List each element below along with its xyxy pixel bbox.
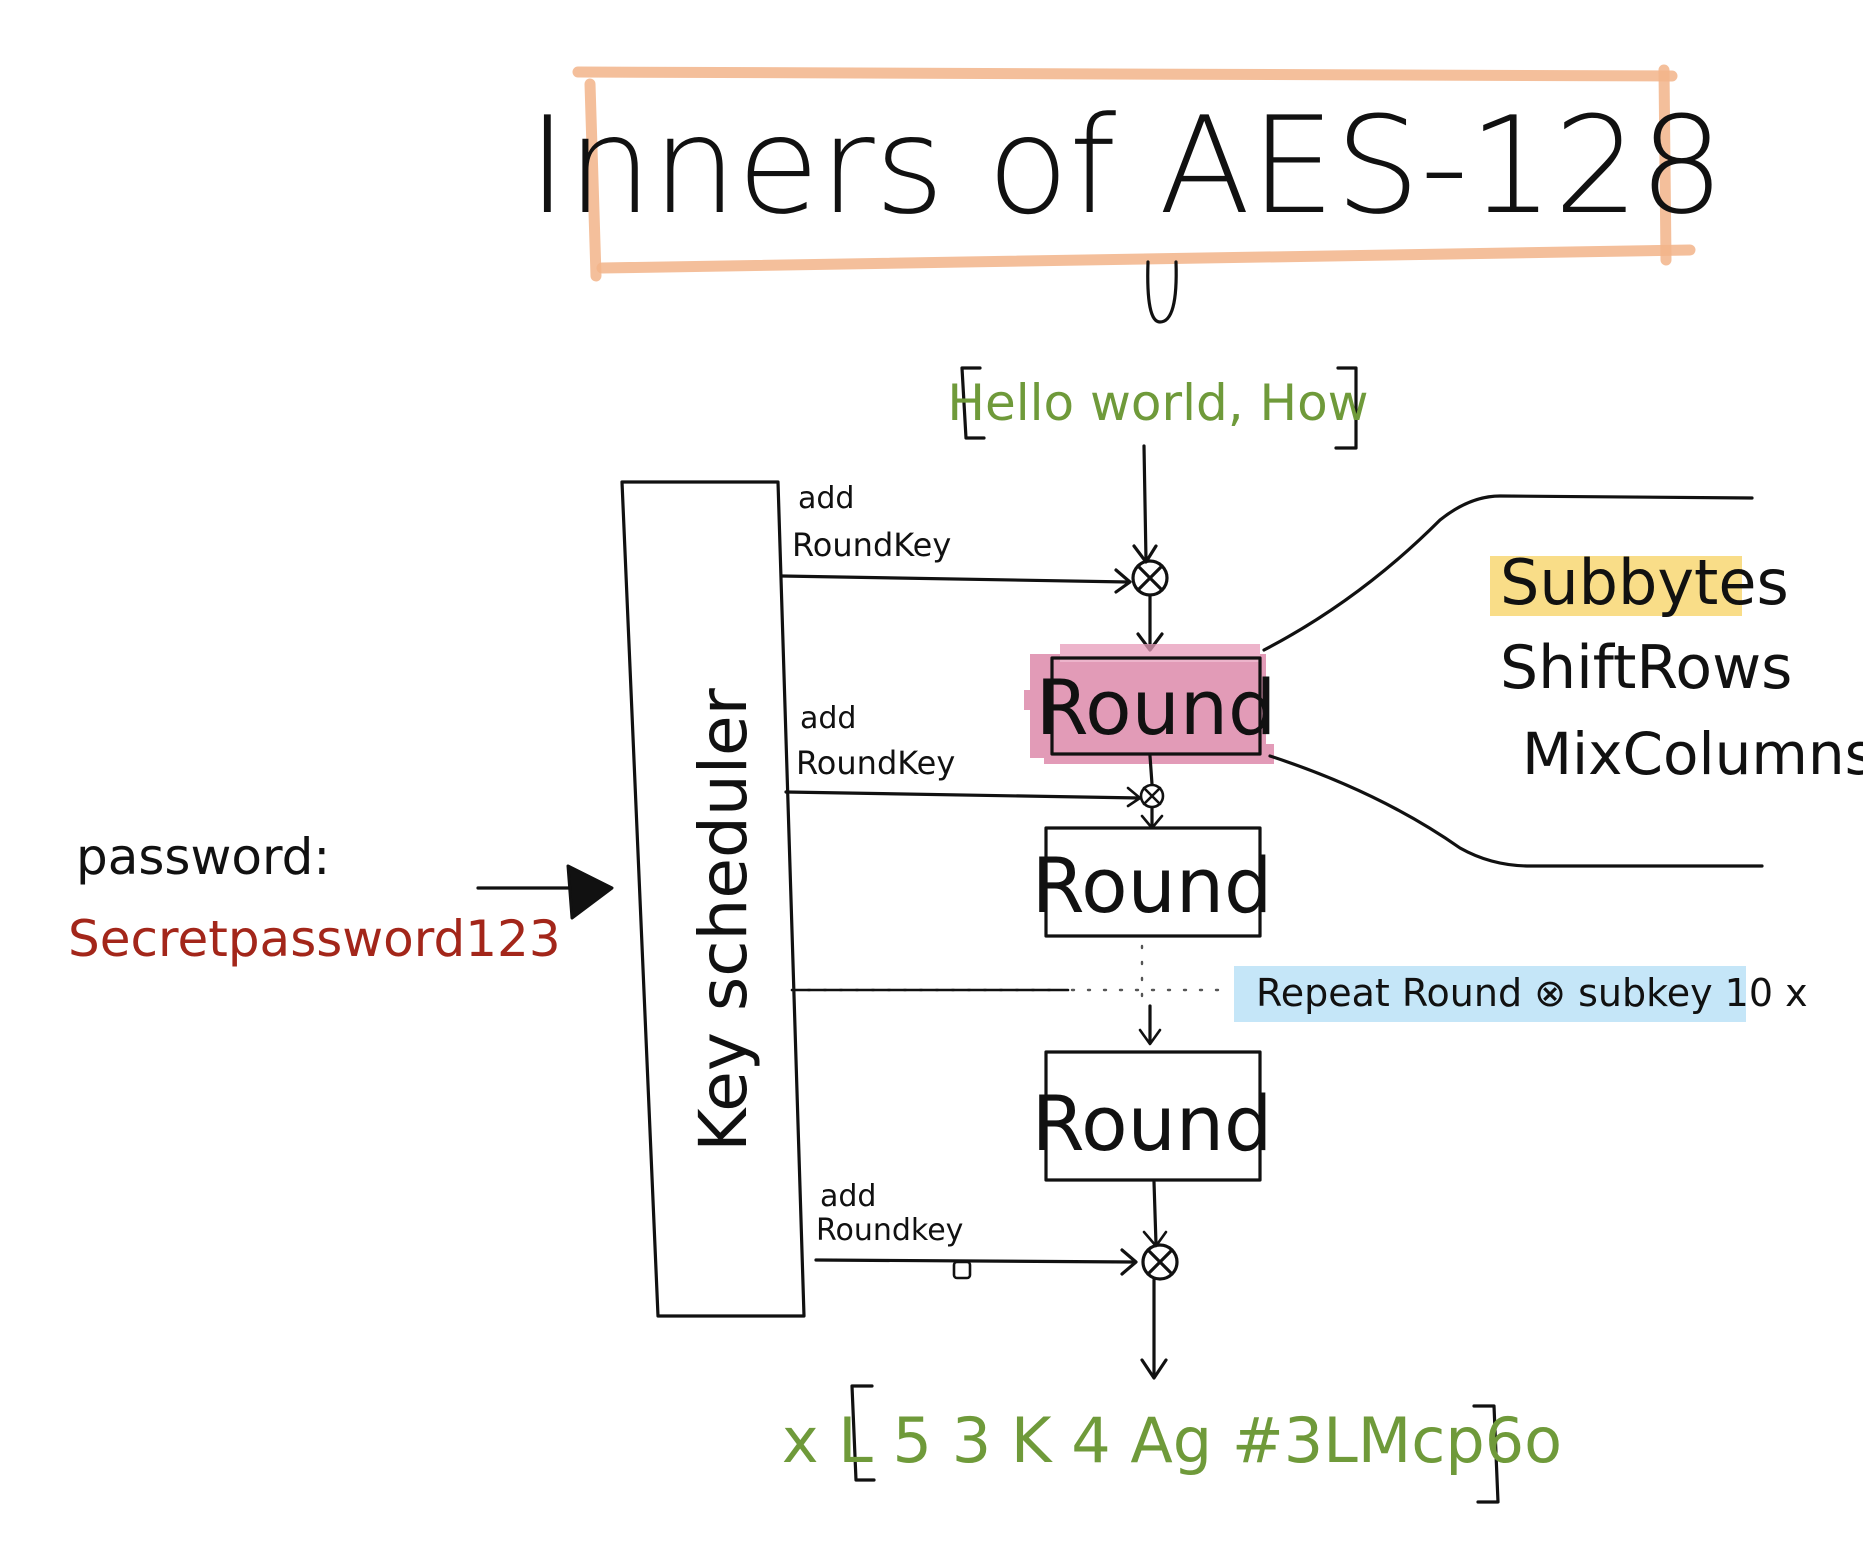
subbytes-highlight — [1490, 556, 1742, 616]
arrowhead-icon — [1138, 1028, 1162, 1046]
round-box — [1044, 826, 1262, 938]
arrowhead-icon — [566, 864, 614, 920]
plaintext-brackets — [960, 366, 1358, 450]
round-key-arrow — [784, 790, 1142, 800]
key-scheduler-label: Key scheduler — [685, 687, 762, 1151]
round-key-arrow — [780, 574, 1130, 584]
add-round-key-label: add — [798, 481, 854, 516]
password-label: password: — [76, 828, 330, 886]
add-round-key-label: RoundKey — [796, 744, 955, 782]
round-key-arrow — [814, 1258, 1136, 1264]
page-title: Inners of AES-128 — [528, 88, 1725, 244]
add-round-key-label: add — [820, 1179, 876, 1214]
round-highlight — [1024, 644, 1274, 764]
xor-icon — [1141, 1243, 1179, 1281]
title-descender — [1146, 260, 1178, 324]
round-label: Round — [1032, 841, 1272, 930]
round-box — [1050, 656, 1262, 756]
round-label: Round — [1032, 1079, 1272, 1168]
arrowhead-icon — [1140, 1358, 1168, 1380]
round-detail-bracket — [1262, 494, 1754, 652]
ciphertext-block: x L 5 3 K 4 Ag #3LMcp6o — [782, 1404, 1562, 1477]
key-scheduler-box — [620, 480, 806, 1318]
password-value: Secretpassword123 — [68, 910, 561, 968]
add-round-key-label: RoundKey — [792, 526, 951, 564]
round-step-shiftrows: ShiftRows — [1500, 633, 1792, 703]
round-label: Round — [1036, 663, 1276, 752]
flow-line-top — [1142, 444, 1148, 562]
repeat-note: Repeat Round ⊗ subkey 10 x — [1256, 971, 1808, 1015]
repeat-note-highlight — [1234, 966, 1746, 1022]
round-step-mixcolumns: MixColumns — [1522, 720, 1863, 788]
add-round-key-label: Roundkey — [816, 1213, 963, 1248]
title-frame — [572, 64, 1696, 282]
round-box — [1044, 1050, 1262, 1182]
ciphertext-brackets — [850, 1384, 1500, 1504]
add-round-key-label: add — [800, 701, 856, 736]
plaintext-block: Hello world, How — [947, 374, 1368, 432]
round-step-subbytes: Subbytes — [1500, 546, 1789, 619]
